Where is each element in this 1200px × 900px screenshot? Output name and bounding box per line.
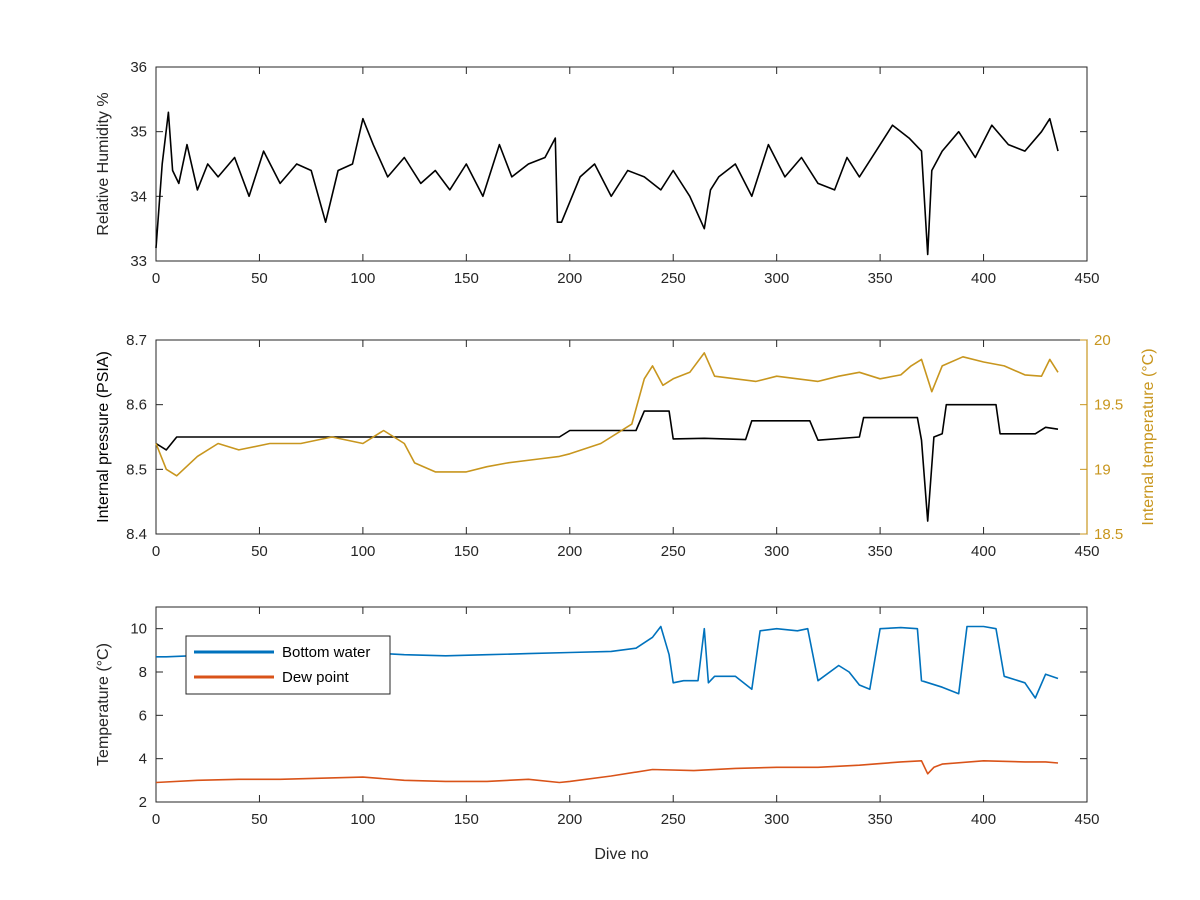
x-tick-label: 0 (152, 270, 160, 287)
x-tick-label: 450 (1074, 270, 1099, 287)
x-tick-label: 250 (661, 811, 686, 828)
x-tick-label: 300 (764, 811, 789, 828)
right-y-tick-label: 20 (1094, 332, 1111, 349)
x-tick-label: 400 (971, 543, 996, 560)
pressure-temperature-axes: 0 50 100 150 200 250 300 350 400 450 8.4 8.5 8.6 8.7 1… (95, 332, 1157, 560)
legend: Bottom water Dew point (185, 635, 391, 695)
legend-box (185, 635, 391, 695)
temperature-axes: 0 50 100 150 200 250 300 350 400 450 2 4 6 8 10 Tempera… (95, 606, 1100, 863)
x-tick-label: 250 (661, 270, 686, 287)
x-tick-label: 0 (152, 811, 160, 828)
x-tick-label: 50 (251, 543, 268, 560)
x-tick-label: 400 (971, 811, 996, 828)
x-tick-label: 450 (1074, 543, 1099, 560)
x-tick-label: 350 (868, 811, 893, 828)
y-tick-label: 10 (130, 621, 147, 638)
humidity-axes: 0 50 100 150 200 250 300 350 400 450 33 34 35 36 Relat… (95, 59, 1100, 287)
y-tick-label: 8 (139, 664, 147, 681)
x-tick-label: 200 (557, 811, 582, 828)
x-tick-label: 100 (350, 543, 375, 560)
series-line-0-0 (155, 111, 1059, 256)
right-y-axis-label: Internal temperature (°C) (1140, 348, 1157, 525)
y-tick-label: 2 (139, 794, 147, 811)
plot-area-box (155, 66, 1088, 262)
x-tick-label: 300 (764, 543, 789, 560)
x-tick-label: 150 (454, 270, 479, 287)
y-axis-label: Internal pressure (PSIA) (95, 351, 112, 523)
right-y-tick-label: 19 (1094, 461, 1111, 478)
right-y-tick-label: 19.5 (1094, 397, 1123, 414)
y-axis-label: Temperature (°C) (95, 643, 112, 766)
series-line-1-1 (155, 352, 1059, 477)
y-tick-label: 34 (130, 188, 147, 205)
x-tick-label: 150 (454, 543, 479, 560)
x-tick-label: 250 (661, 543, 686, 560)
y-tick-label: 33 (130, 253, 147, 270)
legend-label: Bottom water (282, 644, 370, 661)
series-line-dew-point (155, 759, 1059, 784)
y-tick-label: 4 (139, 751, 147, 768)
x-tick-label: 100 (350, 811, 375, 828)
x-tick-label: 400 (971, 270, 996, 287)
y-tick-label: 6 (139, 707, 147, 724)
x-tick-label: 100 (350, 270, 375, 287)
x-tick-label: 50 (251, 811, 268, 828)
x-tick-label: 350 (868, 543, 893, 560)
y-tick-label: 8.7 (126, 332, 147, 349)
y-tick-label: 35 (130, 124, 147, 141)
y-axis-label: Relative Humidity % (95, 92, 112, 235)
x-tick-label: 0 (152, 543, 160, 560)
legend-label: Dew point (282, 669, 350, 686)
x-tick-label: 150 (454, 811, 479, 828)
y-tick-label: 8.6 (126, 397, 147, 414)
x-tick-label: 450 (1074, 811, 1099, 828)
y-tick-label: 8.5 (126, 461, 147, 478)
x-tick-label: 200 (557, 543, 582, 560)
right-y-tick-label: 18.5 (1094, 526, 1123, 543)
y-tick-label: 36 (130, 59, 147, 76)
x-tick-label: 350 (868, 270, 893, 287)
series-line-bottom-water (156, 625, 1059, 699)
y-tick-label: 8.4 (126, 526, 147, 543)
x-tick-label: 50 (251, 270, 268, 287)
x-axis-label: Dive no (594, 846, 648, 863)
x-tick-label: 300 (764, 270, 789, 287)
x-tick-label: 200 (557, 270, 582, 287)
